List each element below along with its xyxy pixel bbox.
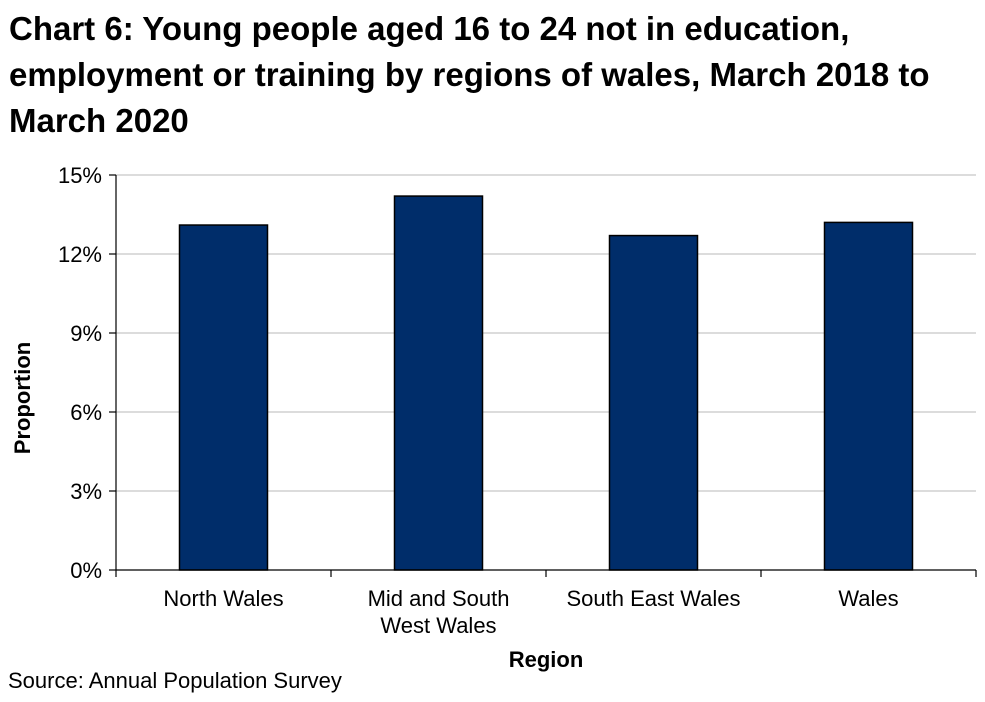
source-note: Source: Annual Population Survey <box>8 668 342 693</box>
x-axis-label: Region <box>509 647 584 672</box>
bars <box>178 195 914 571</box>
x-tick-label: South East Wales <box>566 586 740 611</box>
x-tick-label: Mid and South West Wales <box>368 586 510 638</box>
x-tick-labels: North Wales Mid and South West Wales South … <box>163 586 898 638</box>
x-tick-label: North Wales <box>163 586 283 611</box>
y-tick-label: 15% <box>58 163 102 188</box>
axes <box>109 174 977 577</box>
bar <box>608 234 699 571</box>
y-tick-label: 0% <box>70 558 102 583</box>
y-tick-label: 9% <box>70 321 102 346</box>
y-axis-label: Proportion <box>10 342 35 454</box>
chart-title: Chart 6: Young people aged 16 to 24 not … <box>9 10 930 139</box>
y-tick-label: 3% <box>70 479 102 504</box>
y-tick-label: 12% <box>58 242 102 267</box>
x-tick-label: Wales <box>838 586 898 611</box>
y-tick-label: 6% <box>70 400 102 425</box>
y-tick-labels: 0% 3% 6% 9% 12% 15% <box>58 163 102 583</box>
bar <box>178 224 269 571</box>
bar <box>823 221 914 571</box>
bar <box>393 195 484 571</box>
